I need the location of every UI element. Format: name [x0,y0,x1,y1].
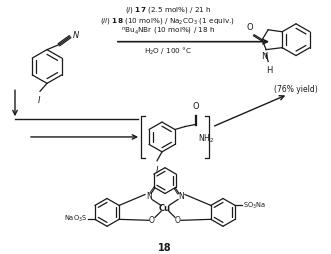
Text: O: O [149,216,155,225]
Text: $^n$Bu$_4$NBr (10 mol%) / 18 h: $^n$Bu$_4$NBr (10 mol%) / 18 h [121,26,215,37]
Text: Cu: Cu [159,204,171,213]
Text: 18: 18 [158,243,172,253]
Text: O: O [247,23,254,32]
Text: O: O [175,216,181,225]
Text: O: O [193,102,199,111]
Text: N: N [261,52,267,61]
Text: I: I [156,166,158,175]
Text: N: N [178,192,184,201]
Text: ($ii$) $\bf{18}$ (10 mol%) / Na$_2$CO$_3$ (1 equiv.): ($ii$) $\bf{18}$ (10 mol%) / Na$_2$CO$_3… [100,16,236,26]
Text: NH$_2$: NH$_2$ [198,133,214,145]
Text: I: I [38,96,40,105]
Text: N: N [73,31,79,40]
Text: N: N [146,192,152,201]
Text: H$_2$O / 100 °C: H$_2$O / 100 °C [144,46,192,57]
Text: ($i$) $\bf{17}$ (2.5 mol%) / 21 h: ($i$) $\bf{17}$ (2.5 mol%) / 21 h [124,5,212,15]
Text: H: H [266,66,272,74]
Text: NaO$_3$S: NaO$_3$S [64,214,87,225]
Text: (76% yield): (76% yield) [274,85,318,94]
Text: SO$_3$Na: SO$_3$Na [243,200,266,211]
